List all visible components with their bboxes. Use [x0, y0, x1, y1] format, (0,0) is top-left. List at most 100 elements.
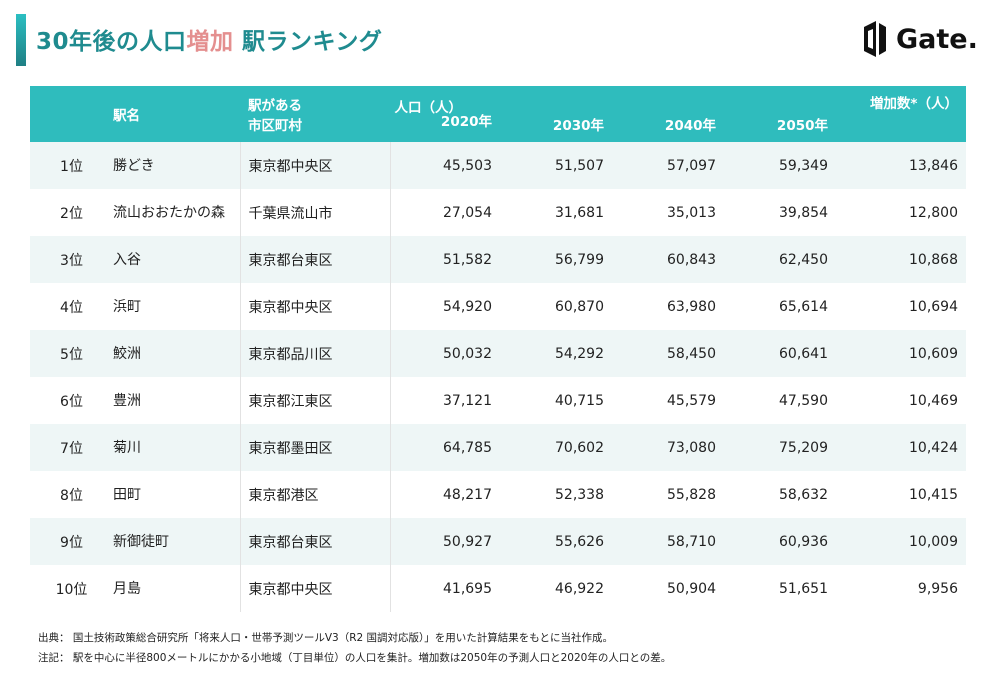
header-2020: 人口（人） 2020年 [390, 86, 500, 142]
population-2020-cell: 50,927 [390, 518, 500, 565]
header-2030: 2030年 [500, 86, 612, 142]
population-2020-cell: 48,217 [390, 471, 500, 518]
rank-cell: 8位 [30, 471, 105, 518]
city-cell: 千葉県流山市 [239, 189, 391, 236]
header-city-line2: 市区町村 [248, 118, 302, 134]
increase-cell: 10,469 [836, 377, 966, 424]
population-2040-cell: 58,710 [612, 518, 724, 565]
header-population-label: 人口（人） [394, 100, 463, 116]
station-cell: 菊川 [105, 424, 240, 471]
population-2040-cell: 60,843 [612, 236, 724, 283]
ranking-table: 駅名 駅がある 市区町村 人口（人） 2020年 2030年 2040年 205… [30, 86, 966, 612]
table-row: 8位 田町 東京都港区 48,217 52,338 55,828 58,632 10,415 [30, 471, 966, 518]
table-header-row: 駅名 駅がある 市区町村 人口（人） 2020年 2030年 2040年 205… [30, 86, 966, 142]
remark-note: 注記： 駅を中心に半径800メートルにかかる小地域（丁目単位）の人口を集計。増加… [38, 652, 672, 664]
increase-cell: 12,800 [836, 189, 966, 236]
station-cell: 鮫洲 [105, 330, 240, 377]
table-row: 3位 入谷 東京都台東区 51,582 56,799 60,843 62,450 10,868 [30, 236, 966, 283]
rank-cell: 4位 [30, 283, 105, 330]
population-2030-cell: 60,870 [500, 283, 612, 330]
rank-cell: 9位 [30, 518, 105, 565]
rank-cell: 1位 [30, 142, 105, 189]
station-cell: 田町 [105, 471, 240, 518]
city-cell: 東京都港区 [239, 471, 391, 518]
title-part2: 駅ランキング [233, 29, 383, 55]
table-row: 2位 流山おおたかの森 千葉県流山市 27,054 31,681 35,013 39,854… [30, 189, 966, 236]
increase-cell: 10,009 [836, 518, 966, 565]
population-2030-cell: 70,602 [500, 424, 612, 471]
station-cell: 入谷 [105, 236, 240, 283]
increase-cell: 10,609 [836, 330, 966, 377]
city-cell: 東京都中央区 [239, 142, 391, 189]
header-city-line1: 駅がある [248, 98, 302, 114]
table-body: 1位 勝どき 東京都中央区 45,503 51,507 57,097 59,349 13,84… [30, 142, 966, 612]
population-2040-cell: 35,013 [612, 189, 724, 236]
header-2020-label: 2020年 [440, 114, 492, 130]
header-rank [30, 86, 105, 142]
rank-cell: 2位 [30, 189, 105, 236]
station-cell: 月島 [105, 565, 240, 612]
city-cell: 東京都品川区 [239, 330, 391, 377]
station-cell: 新御徒町 [105, 518, 240, 565]
table-row: 10位 月島 東京都中央区 41,695 46,922 50,904 51,651 9,956 [30, 565, 966, 612]
header-increase: 増加数*（人） [836, 86, 966, 142]
city-cell: 東京都江東区 [239, 377, 391, 424]
source-note: 出典： 国土技術政策総合研究所「将来人口・世帯予測ツールV3（R2 国調対応版）… [38, 632, 614, 644]
rank-cell: 3位 [30, 236, 105, 283]
station-cell: 豊洲 [105, 377, 240, 424]
population-2050-cell: 47,590 [724, 377, 836, 424]
gate-logo: Gate. [862, 16, 978, 62]
population-2050-cell: 60,936 [724, 518, 836, 565]
rank-cell: 7位 [30, 424, 105, 471]
population-2030-cell: 51,507 [500, 142, 612, 189]
population-2050-cell: 59,349 [724, 142, 836, 189]
population-2020-cell: 41,695 [390, 565, 500, 612]
population-2020-cell: 27,054 [390, 189, 500, 236]
increase-cell: 13,846 [836, 142, 966, 189]
population-2050-cell: 65,614 [724, 283, 836, 330]
population-2050-cell: 62,450 [724, 236, 836, 283]
population-2030-cell: 54,292 [500, 330, 612, 377]
increase-cell: 10,424 [836, 424, 966, 471]
table-row: 5位 鮫洲 東京都品川区 50,032 54,292 58,450 60,641 10,609 [30, 330, 966, 377]
city-cell: 東京都中央区 [239, 283, 391, 330]
rank-cell: 5位 [30, 330, 105, 377]
population-2040-cell: 50,904 [612, 565, 724, 612]
population-2050-cell: 60,641 [724, 330, 836, 377]
population-2050-cell: 58,632 [724, 471, 836, 518]
population-2040-cell: 45,579 [612, 377, 724, 424]
population-2030-cell: 46,922 [500, 565, 612, 612]
population-2020-cell: 51,582 [390, 236, 500, 283]
population-2040-cell: 73,080 [612, 424, 724, 471]
gate-logo-icon [864, 21, 886, 57]
page-title: 30年後の人口増加 駅ランキング [36, 22, 382, 56]
increase-cell: 10,415 [836, 471, 966, 518]
table-row: 7位 菊川 東京都墨田区 64,785 70,602 73,080 75,209 10,424 [30, 424, 966, 471]
station-cell: 勝どき [105, 142, 240, 189]
logo-text: Gate. [896, 23, 978, 55]
table-row: 4位 浜町 東京都中央区 54,920 60,870 63,980 65,614 10,694 [30, 283, 966, 330]
population-2050-cell: 39,854 [724, 189, 836, 236]
header-station: 駅名 [105, 86, 240, 142]
header-2040: 2040年 [612, 86, 724, 142]
table-row: 9位 新御徒町 東京都台東区 50,927 55,626 58,710 60,936 10,0… [30, 518, 966, 565]
population-2040-cell: 58,450 [612, 330, 724, 377]
population-2020-cell: 64,785 [390, 424, 500, 471]
title-part1: 30年後の人口 [36, 29, 187, 55]
table-row: 6位 豊洲 東京都江東区 37,121 40,715 45,579 47,590 10,469 [30, 377, 966, 424]
population-2030-cell: 40,715 [500, 377, 612, 424]
population-2020-cell: 37,121 [390, 377, 500, 424]
population-2040-cell: 57,097 [612, 142, 724, 189]
notes: 出典： 国土技術政策総合研究所「将来人口・世帯予測ツールV3（R2 国調対応版）… [38, 628, 671, 668]
population-2040-cell: 63,980 [612, 283, 724, 330]
population-2030-cell: 55,626 [500, 518, 612, 565]
city-cell: 東京都台東区 [239, 236, 391, 283]
table-row: 1位 勝どき 東京都中央区 45,503 51,507 57,097 59,349 13,84… [30, 142, 966, 189]
increase-cell: 10,868 [836, 236, 966, 283]
population-2050-cell: 75,209 [724, 424, 836, 471]
city-cell: 東京都墨田区 [239, 424, 391, 471]
population-2020-cell: 54,920 [390, 283, 500, 330]
rank-cell: 10位 [30, 565, 105, 612]
station-cell: 流山おおたかの森 [105, 189, 240, 236]
station-cell: 浜町 [105, 283, 240, 330]
